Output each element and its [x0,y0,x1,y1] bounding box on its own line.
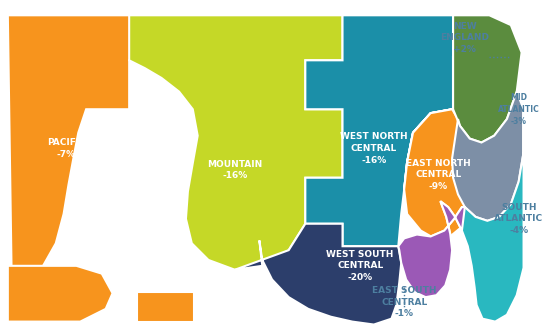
Text: NEW
ENGLAND
+2%: NEW ENGLAND +2% [440,22,489,54]
Text: SOUTH
ATLANTIC
-4%: SOUTH ATLANTIC -4% [494,203,543,235]
Text: WEST NORTH
CENTRAL
-16%: WEST NORTH CENTRAL -16% [340,132,408,165]
Text: EAST NORTH
CENTRAL
-9%: EAST NORTH CENTRAL -9% [406,158,471,191]
Polygon shape [398,201,465,297]
Text: MOUNTAIN
-16%: MOUNTAIN -16% [207,159,263,180]
Polygon shape [235,224,401,325]
Text: WEST SOUTH
CENTRAL
-20%: WEST SOUTH CENTRAL -20% [326,250,394,282]
Text: MID
ATLANTIC
-3%: MID ATLANTIC -3% [498,93,540,125]
Text: PACIFIC
-7%: PACIFIC -7% [47,138,86,159]
Polygon shape [8,266,112,322]
Polygon shape [453,15,522,142]
Polygon shape [453,31,489,57]
Polygon shape [8,15,166,283]
Text: EAST SOUTH
CENTRAL
-1%: EAST SOUTH CENTRAL -1% [372,286,437,318]
Polygon shape [453,15,524,160]
Polygon shape [452,57,489,109]
Polygon shape [305,15,489,246]
Polygon shape [137,292,194,322]
Polygon shape [404,109,480,238]
Polygon shape [404,57,489,238]
Polygon shape [129,15,342,270]
Polygon shape [399,109,524,322]
Polygon shape [452,92,524,221]
